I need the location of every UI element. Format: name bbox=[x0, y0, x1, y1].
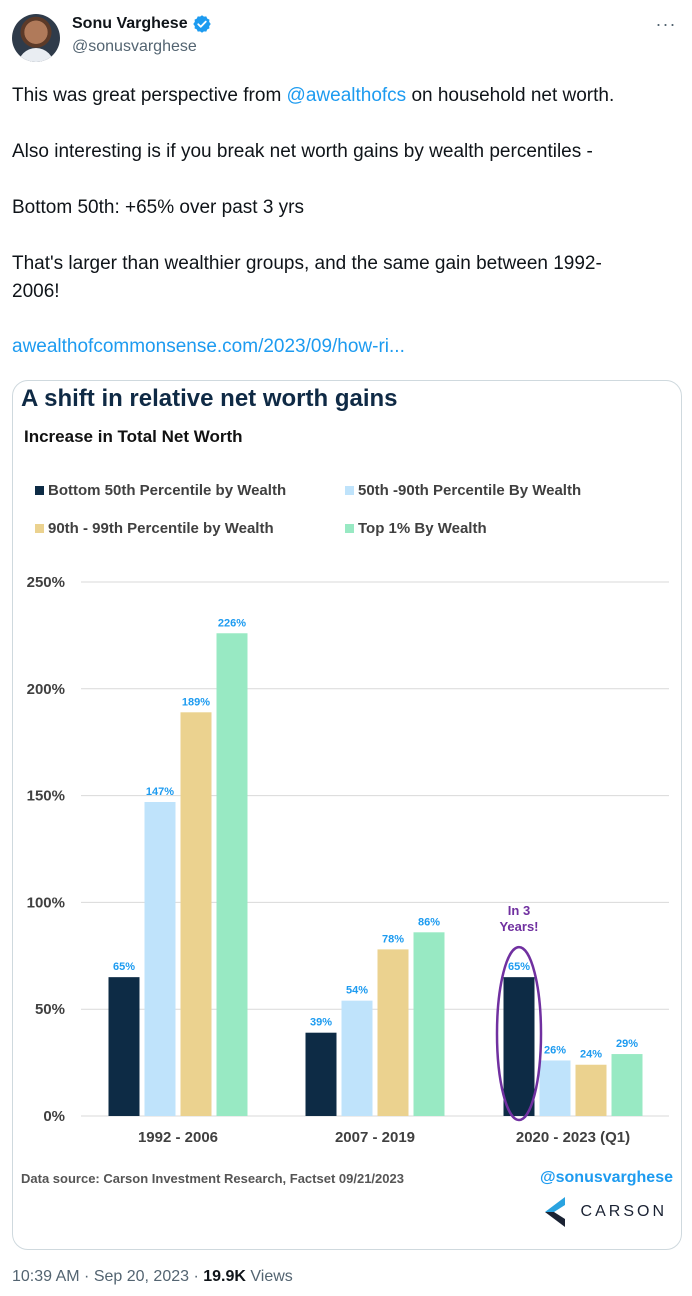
y-tick-label: 250% bbox=[27, 574, 65, 591]
bar bbox=[216, 633, 248, 1116]
y-tick-label: 150% bbox=[27, 788, 65, 805]
tweet-paragraph-2: Also interesting is if you break net wor… bbox=[12, 141, 593, 162]
bar bbox=[144, 802, 176, 1116]
verified-badge-icon bbox=[192, 15, 211, 33]
bar-value-label: 39% bbox=[310, 1017, 332, 1029]
carson-logo-text: CARSON bbox=[580, 1203, 667, 1220]
chart-title: A shift in relative net worth gains bbox=[21, 385, 398, 412]
y-tick-label: 50% bbox=[35, 1001, 65, 1018]
author-handle[interactable]: @sonusvarghese bbox=[72, 38, 197, 55]
avatar[interactable] bbox=[12, 14, 60, 62]
tweet-text-segment: This was great perspective from bbox=[12, 85, 287, 106]
legend-item: 90th - 99th Percentile by Wealth bbox=[35, 520, 274, 537]
meta-separator: · bbox=[189, 1268, 204, 1285]
bar bbox=[180, 712, 212, 1116]
carson-logo-icon bbox=[544, 1197, 565, 1227]
legend-swatch bbox=[345, 486, 354, 495]
bar bbox=[575, 1064, 607, 1116]
chart-handle-watermark: @sonusvarghese bbox=[540, 1169, 673, 1186]
meta-separator: · bbox=[79, 1268, 94, 1285]
mention-link[interactable]: @awealthofcs bbox=[286, 85, 407, 106]
legend-label: 50th -90th Percentile By Wealth bbox=[358, 482, 582, 499]
bar bbox=[108, 977, 140, 1116]
legend-label: Bottom 50th Percentile by Wealth bbox=[48, 482, 287, 499]
annotation-ellipse bbox=[495, 945, 543, 1122]
tweet-paragraph-4: That's larger than wealthier groups, and… bbox=[12, 253, 602, 302]
y-tick-label: 200% bbox=[27, 681, 65, 698]
x-tick-label: 1992 - 2006 bbox=[138, 1129, 218, 1146]
tweet-paragraph-5: awealthofcommonsense.com/2023/09/how-ri.… bbox=[12, 333, 405, 361]
bar bbox=[305, 1032, 337, 1116]
bar-value-label: 26% bbox=[544, 1044, 566, 1056]
chart-subtitle: Increase in Total Net Worth bbox=[24, 427, 243, 446]
bar-value-label: 189% bbox=[182, 696, 210, 708]
author-display-name[interactable]: Sonu Varghese bbox=[72, 15, 188, 32]
legend-swatch bbox=[35, 524, 44, 533]
tweet-meta: 10:39 AM · Sep 20, 2023 · 19.9K Views bbox=[12, 1268, 293, 1286]
article-link[interactable]: awealthofcommonsense.com/2023/09/how-ri.… bbox=[12, 336, 405, 357]
x-tick-label: 2007 - 2019 bbox=[335, 1129, 415, 1146]
bar bbox=[377, 949, 409, 1116]
tweet-time[interactable]: 10:39 AM bbox=[12, 1268, 80, 1285]
bar-value-label: 29% bbox=[616, 1038, 638, 1050]
bar-value-label: 65% bbox=[113, 961, 135, 973]
tweet-text-segment: on household net worth. bbox=[406, 85, 615, 106]
tweet-header: Sonu Varghese @sonusvarghese ··· bbox=[0, 0, 692, 80]
bar-chart: 0% 50% 100% 150% 200% 250% 65% 147% 189% 226% 1992… bbox=[27, 574, 669, 1146]
bar bbox=[539, 1060, 571, 1116]
tweet-paragraph-1: This was great perspective from @awealth… bbox=[12, 82, 614, 110]
carson-logo: CARSON bbox=[544, 1197, 667, 1227]
legend-item: Top 1% By Wealth bbox=[345, 520, 487, 537]
tweet-date[interactable]: Sep 20, 2023 bbox=[93, 1268, 190, 1285]
legend-label: 90th - 99th Percentile by Wealth bbox=[48, 520, 274, 537]
bar bbox=[413, 932, 445, 1116]
legend-item: Bottom 50th Percentile by Wealth bbox=[35, 482, 286, 499]
chart-image-card[interactable]: A shift in relative net worth gains Incr… bbox=[12, 380, 682, 1250]
y-tick-label: 0% bbox=[43, 1108, 65, 1125]
legend-swatch bbox=[35, 486, 44, 495]
bar bbox=[341, 1000, 373, 1116]
bar-value-label: 24% bbox=[580, 1049, 602, 1061]
more-icon[interactable]: ··· bbox=[655, 14, 677, 34]
data-source-note: Data source: Carson Investment Research,… bbox=[21, 1171, 404, 1186]
views-count: 19.9K bbox=[203, 1268, 246, 1285]
bar bbox=[503, 977, 535, 1116]
bar-value-label: 147% bbox=[146, 786, 174, 798]
author-name-row: Sonu Varghese bbox=[72, 14, 212, 34]
legend-label: Top 1% By Wealth bbox=[358, 520, 487, 537]
bar-value-label: 78% bbox=[382, 933, 404, 945]
x-tick-label: 2020 - 2023 (Q1) bbox=[516, 1129, 630, 1146]
bar-value-label: 86% bbox=[418, 916, 440, 928]
bar-value-label: 54% bbox=[346, 985, 368, 997]
legend-item: 50th -90th Percentile By Wealth bbox=[345, 482, 581, 499]
y-tick-label: 100% bbox=[27, 894, 65, 911]
bar bbox=[611, 1054, 643, 1116]
annotation-text: Years! bbox=[499, 919, 538, 934]
views-label: Views bbox=[250, 1268, 293, 1285]
bar-value-label: 226% bbox=[218, 617, 246, 629]
bar-value-label: 65% bbox=[508, 961, 530, 973]
annotation-text: In 3 bbox=[508, 903, 530, 918]
legend-swatch bbox=[345, 524, 354, 533]
tweet-paragraph-3: Bottom 50th: +65% over past 3 yrs bbox=[12, 197, 305, 218]
